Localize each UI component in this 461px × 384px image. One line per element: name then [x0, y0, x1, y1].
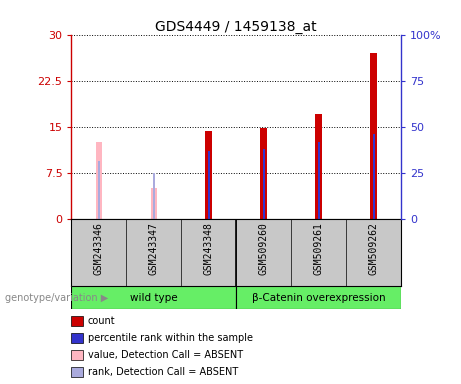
Bar	[372, 134, 375, 219]
Bar	[98, 161, 100, 219]
Bar	[71, 350, 83, 360]
Bar	[151, 188, 157, 219]
Text: percentile rank within the sample: percentile rank within the sample	[88, 333, 253, 343]
Bar	[260, 128, 267, 219]
Bar	[71, 367, 83, 377]
Bar	[71, 316, 83, 326]
Title: GDS4449 / 1459138_at: GDS4449 / 1459138_at	[155, 20, 317, 33]
Text: GSM243348: GSM243348	[204, 222, 214, 275]
Bar	[208, 151, 210, 219]
Bar	[71, 286, 236, 309]
Bar	[370, 53, 377, 219]
Text: GSM243346: GSM243346	[94, 222, 104, 275]
Bar	[318, 142, 320, 219]
Text: GSM509261: GSM509261	[313, 222, 324, 275]
Bar	[263, 149, 265, 219]
Text: value, Detection Call = ABSENT: value, Detection Call = ABSENT	[88, 350, 243, 360]
Bar	[153, 173, 155, 219]
Text: wild type: wild type	[130, 293, 177, 303]
Text: GSM509260: GSM509260	[259, 222, 269, 275]
Text: GSM509262: GSM509262	[369, 222, 378, 275]
Text: GSM243347: GSM243347	[149, 222, 159, 275]
Text: count: count	[88, 316, 116, 326]
Bar	[236, 286, 401, 309]
Text: β-Catenin overexpression: β-Catenin overexpression	[252, 293, 385, 303]
Bar	[206, 131, 212, 219]
Bar	[71, 333, 83, 343]
Bar	[315, 114, 322, 219]
Bar	[95, 142, 102, 219]
Text: rank, Detection Call = ABSENT: rank, Detection Call = ABSENT	[88, 367, 238, 377]
Text: genotype/variation ▶: genotype/variation ▶	[5, 293, 108, 303]
